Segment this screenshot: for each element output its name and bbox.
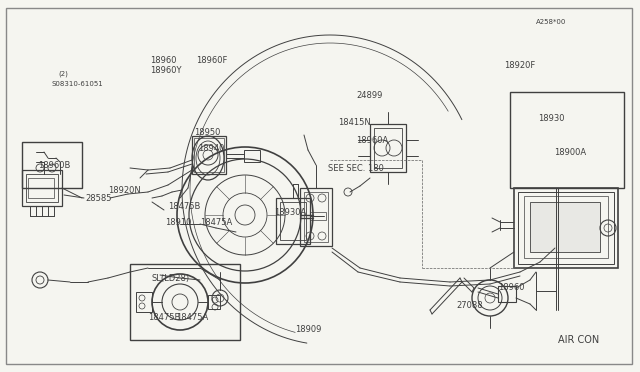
Bar [374, 128, 402, 168]
Text: 18920N: 18920N [108, 186, 141, 195]
Text: SEE SEC. 180: SEE SEC. 180 [328, 164, 384, 173]
Text: 18475B: 18475B [168, 202, 200, 211]
Bar [304, 192, 328, 242]
Bar [300, 188, 332, 246]
Bar [276, 198, 310, 244]
Bar [26, 174, 58, 202]
Text: 18415N: 18415N [338, 118, 371, 126]
Text: 18930: 18930 [538, 113, 564, 122]
Text: (2): (2) [58, 71, 68, 77]
Text: 18950: 18950 [194, 128, 220, 137]
Bar [136, 292, 152, 312]
Text: 18920F: 18920F [504, 61, 535, 70]
Bar [518, 192, 614, 264]
Text: S08310-61051: S08310-61051 [52, 81, 104, 87]
Text: 18475A: 18475A [176, 314, 208, 323]
Text: 18960F: 18960F [196, 55, 227, 64]
Text: 18940: 18940 [198, 144, 225, 153]
Text: 18900A: 18900A [554, 148, 586, 157]
Bar [498, 286, 516, 302]
Bar [370, 124, 406, 172]
Text: 18960: 18960 [150, 55, 177, 64]
Text: 18960A: 18960A [356, 135, 388, 144]
Bar [514, 188, 618, 268]
Bar [244, 150, 260, 162]
Bar [22, 142, 82, 188]
Text: 27088: 27088 [456, 301, 483, 310]
Bar [130, 264, 240, 340]
Bar [22, 170, 62, 206]
Bar [524, 196, 608, 258]
Text: 18475B: 18475B [148, 314, 180, 323]
Text: SL(LD28): SL(LD28) [152, 273, 190, 282]
Bar [280, 202, 306, 240]
Bar [208, 295, 220, 309]
Text: 18930A: 18930A [274, 208, 307, 217]
Text: 18475A: 18475A [200, 218, 232, 227]
Circle shape [235, 205, 255, 225]
Bar [194, 138, 224, 172]
Text: A258*00: A258*00 [536, 19, 566, 25]
Text: 18960Y: 18960Y [150, 65, 182, 74]
Bar [192, 136, 226, 174]
Text: 28585: 28585 [85, 193, 111, 202]
Circle shape [36, 276, 44, 284]
Text: 18910: 18910 [165, 218, 191, 227]
Text: 18909: 18909 [295, 326, 321, 334]
Text: 18960: 18960 [498, 283, 525, 292]
Bar [510, 92, 624, 188]
Bar [310, 212, 326, 220]
Bar [28, 178, 54, 198]
Text: 24899: 24899 [356, 90, 382, 99]
Bar [530, 202, 600, 252]
Text: 18960B: 18960B [38, 160, 70, 170]
Text: AIR CON: AIR CON [558, 335, 599, 345]
